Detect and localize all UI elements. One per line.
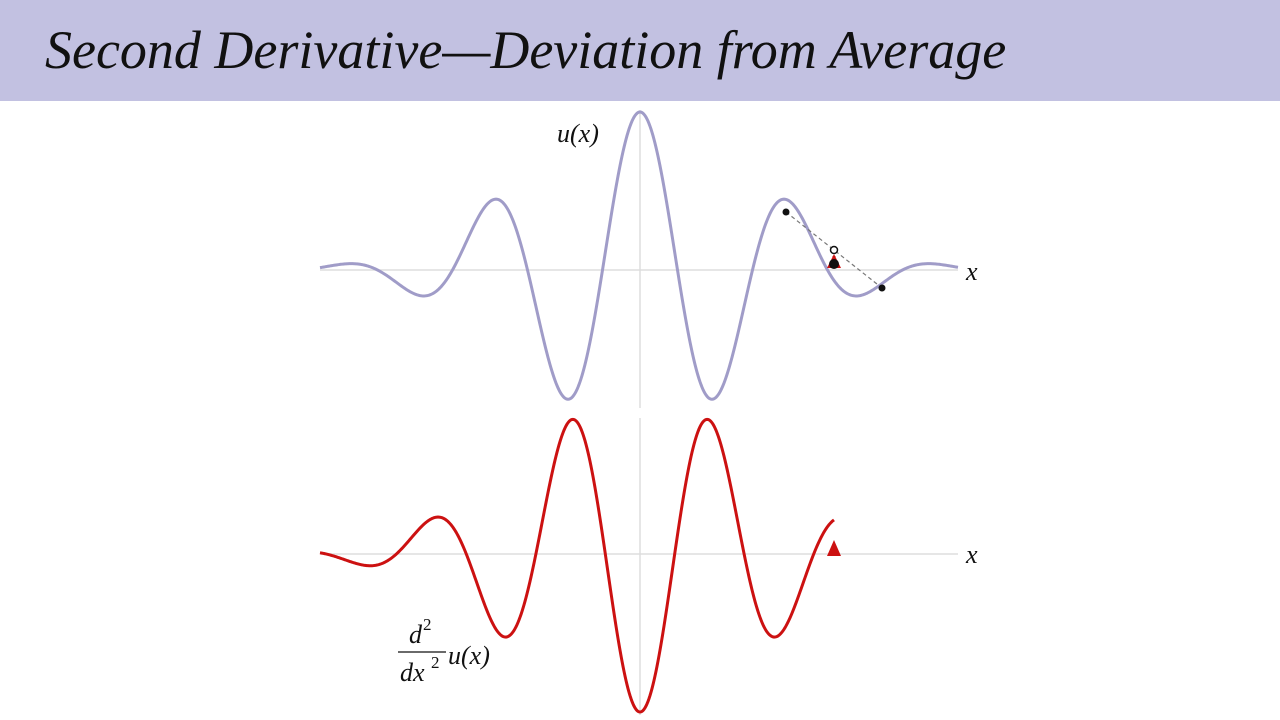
title-bar [0, 0, 1280, 101]
fraction-numerator: d [409, 620, 423, 649]
top-axis-label: x [965, 257, 978, 286]
average-point [829, 245, 839, 255]
slide-title: Second Derivative—Deviation from Average [45, 20, 1006, 80]
fraction-denominator: dx [400, 658, 425, 687]
curve-end-arrowhead [827, 540, 841, 556]
u-curve [319, 110, 959, 401]
second-derivative-curve [319, 417, 835, 714]
denominator-power: 2 [431, 653, 440, 672]
point-on-curve [829, 259, 839, 269]
right-neighbor [878, 284, 886, 292]
bottom-axis-label: x [965, 540, 978, 569]
left-neighbor [782, 208, 790, 216]
fraction-argument: u(x) [448, 641, 490, 670]
numerator-power: 2 [423, 615, 432, 634]
u-label: u(x) [557, 119, 599, 148]
